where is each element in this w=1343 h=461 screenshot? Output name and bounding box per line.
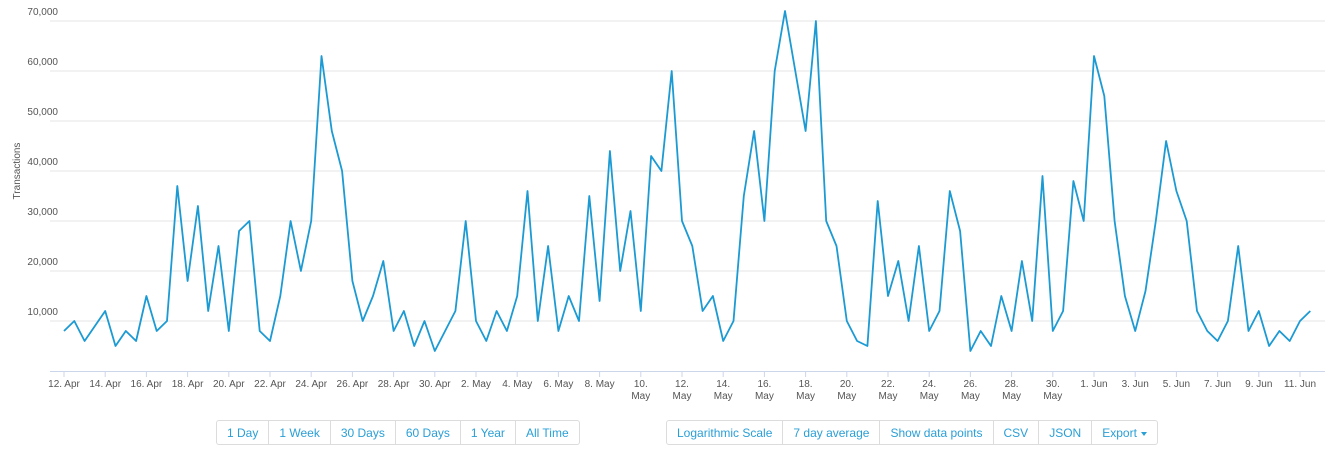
range-buttons: 1 Day 1 Week 30 Days 60 Days 1 Year All Time (216, 420, 580, 445)
x-tick-label: 5. Jun (1163, 379, 1190, 390)
data-line (63, 10, 1311, 352)
x-tick-label: 14. Apr (89, 379, 121, 390)
chart: Transactions 10,000 20,000 30,000 40,000 50,… (12, 7, 1325, 402)
x-tick-label: 20. Apr (213, 379, 245, 390)
x-tick-label: 11. Jun (1284, 379, 1316, 390)
y-tick-label: 70,000 (27, 7, 58, 18)
x-tick-label: 3. Jun (1122, 379, 1149, 390)
x-tick-label: 24. May (920, 379, 939, 402)
x-tick-label: 16. Apr (131, 379, 163, 390)
button[interactable]: Export (1091, 420, 1158, 445)
button[interactable]: 1 Year (459, 420, 516, 445)
button-label: 30 Days (340, 426, 385, 440)
button-label: 1 Day (227, 426, 259, 440)
button-label: All Time (525, 426, 569, 440)
button-label: Export (1102, 426, 1137, 440)
x-tick-label: 26. Apr (337, 379, 369, 390)
x-tick-label: 12. May (673, 379, 692, 402)
button[interactable]: 7 day average (782, 420, 881, 445)
x-tick-label: 10. May (631, 379, 650, 402)
x-tick-label: 7. Jun (1204, 379, 1231, 390)
y-tick-label: 60,000 (27, 57, 58, 68)
button-label: 60 Days (405, 426, 450, 440)
button-label: JSON (1049, 426, 1082, 440)
y-tick-label: 10,000 (27, 307, 58, 318)
caret (1140, 431, 1147, 436)
button[interactable]: All Time (514, 420, 580, 445)
x-tick-label: 9. Jun (1245, 379, 1272, 390)
x-tick-label: 30. May (1043, 379, 1062, 402)
x-tick-label: 20. May (837, 379, 856, 402)
x-tick-label: 28. Apr (378, 379, 410, 390)
y-tick-label: 30,000 (27, 207, 58, 218)
x-tick-label: 30. Apr (419, 379, 451, 390)
button[interactable]: JSON (1038, 420, 1093, 445)
option-buttons: Logarithmic Scale 7 day average Show data … (666, 420, 1158, 445)
button-label: Show data points (890, 426, 983, 440)
button[interactable]: 30 Days (329, 420, 396, 445)
x-tick-label: 16. May (755, 379, 774, 402)
button[interactable]: Logarithmic Scale (666, 420, 784, 445)
x-tick-label: 28. May (1002, 379, 1021, 402)
button[interactable]: 1 Week (268, 420, 331, 445)
button[interactable]: CSV (992, 420, 1040, 445)
button-label: 1 Year (470, 426, 505, 440)
x-tick-label: 4. May (502, 379, 532, 390)
button[interactable]: 1 Day (216, 420, 270, 445)
button[interactable]: Show data points (879, 420, 994, 445)
x-tick-label: 2. May (461, 379, 491, 390)
x-tick-label: 8. May (585, 379, 615, 390)
x-tick-label: 22. Apr (254, 379, 286, 390)
y-tick-label: 40,000 (27, 157, 58, 168)
x-tick-label: 18. May (796, 379, 815, 402)
button-label: 7 day average (793, 426, 870, 440)
x-tick-label: 18. Apr (172, 379, 204, 390)
x-tick-label: 24. Apr (295, 379, 327, 390)
x-tick-label: 14. May (714, 379, 733, 402)
x-tick-label: 12. Apr (48, 379, 80, 390)
y-axis-label: Transactions (12, 143, 23, 200)
button-label: 1 Week (279, 426, 320, 440)
button-label: CSV (1003, 426, 1029, 440)
y-tick-label: 50,000 (27, 107, 58, 118)
x-tick-label: 22. May (879, 379, 898, 402)
x-tick-label: 1. Jun (1080, 379, 1107, 390)
y-tick-label: 20,000 (27, 257, 58, 268)
x-tick-label: 26. May (961, 379, 980, 402)
button-label: Logarithmic Scale (677, 426, 773, 440)
x-tick-label: 6. May (543, 379, 573, 390)
button[interactable]: 60 Days (394, 420, 461, 445)
